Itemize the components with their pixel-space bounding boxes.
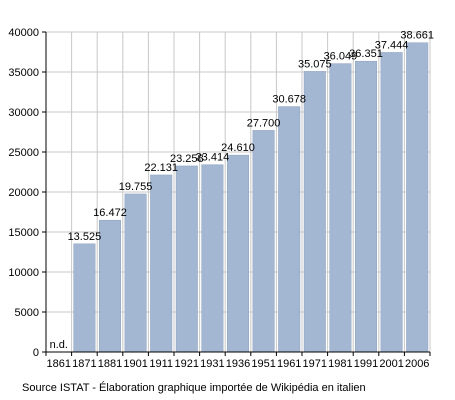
bar: [406, 42, 429, 353]
x-tick-label: 1921: [175, 358, 199, 370]
bars: [73, 42, 429, 353]
x-tick-label: 2006: [405, 358, 429, 370]
x-tick-label: 1991: [354, 358, 378, 370]
value-label: 19.755: [119, 181, 153, 193]
value-label: 36.049: [324, 51, 358, 63]
value-label: 37.444: [375, 39, 409, 51]
x-tick-label: 1861: [47, 358, 71, 370]
x-tick-label: 1961: [277, 358, 301, 370]
data-labels: n.d. 13.525 16.472 19.755 22.13123.25823.414…: [50, 30, 434, 351]
bar: [150, 174, 173, 353]
grid-lines: [46, 31, 431, 352]
y-tick-label: 20000: [8, 187, 39, 199]
bar: [201, 164, 224, 353]
x-tick-label: 1911: [149, 358, 173, 370]
bar: [175, 165, 198, 353]
x-tick-label: 1951: [251, 358, 275, 370]
x-tick-label: 1881: [98, 358, 122, 370]
value-label: 38.661: [400, 30, 434, 42]
x-tick-label: 1901: [123, 358, 147, 370]
y-tick-label: 15000: [8, 227, 39, 239]
bar: [380, 52, 403, 353]
bar: [98, 219, 122, 353]
x-tick-label: 1936: [226, 358, 250, 370]
bar: [124, 193, 147, 353]
y-tick-label: 40000: [8, 27, 39, 39]
value-label: 23.414: [196, 152, 230, 164]
x-tick-label: 1871: [72, 358, 96, 370]
value-label: 24.610: [221, 142, 255, 154]
value-label: 16.472: [93, 207, 127, 219]
x-tick-label: 1971: [303, 358, 327, 370]
bar: [73, 243, 96, 353]
bar: [329, 63, 352, 353]
x-tick-label: 2001: [379, 358, 403, 370]
value-label: 36.351: [349, 48, 383, 60]
value-label: 27.700: [247, 117, 281, 129]
value-label: n.d.: [50, 339, 68, 351]
source-note: Source ISTAT - Élaboration graphique imp…: [22, 382, 366, 394]
axes: 0 5000 10000 15000 20000 25000 30000 35000 40000…: [8, 27, 431, 370]
bar: [303, 71, 326, 353]
y-tick-label: 30000: [8, 107, 39, 119]
y-tick-label: 10000: [8, 267, 39, 279]
y-tick-label: 35000: [8, 67, 39, 79]
y-tick-label: 5000: [15, 307, 39, 319]
y-tick-label: 25000: [8, 147, 39, 159]
bar: [354, 60, 378, 353]
value-label: 35.075: [298, 58, 332, 70]
value-label: 13.525: [68, 231, 102, 243]
value-label: 23.258: [170, 153, 204, 165]
x-tick-label: 1931: [200, 358, 224, 370]
y-tick-label: 0: [33, 347, 39, 359]
bar: [278, 106, 301, 353]
bar: [252, 130, 275, 353]
value-label: 22.131: [144, 162, 178, 174]
value-label: 30.678: [272, 94, 306, 106]
x-tick-label: 1981: [328, 358, 352, 370]
bar: [226, 154, 250, 353]
